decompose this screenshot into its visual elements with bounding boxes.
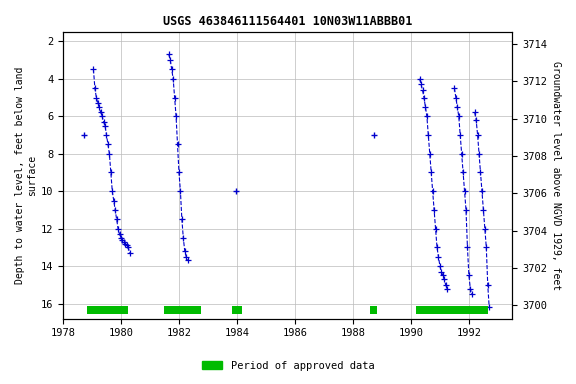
Legend: Period of approved data: Period of approved data	[198, 357, 378, 375]
Bar	[232, 306, 242, 314]
Bar	[416, 306, 488, 314]
Y-axis label: Groundwater level above NGVD 1929, feet: Groundwater level above NGVD 1929, feet	[551, 61, 561, 290]
Y-axis label: Depth to water level, feet below land
surface: Depth to water level, feet below land su…	[15, 66, 37, 284]
Bar	[165, 306, 200, 314]
Title: USGS 463846111564401 10N03W11ABBB01: USGS 463846111564401 10N03W11ABBB01	[163, 15, 412, 28]
Bar	[87, 306, 128, 314]
Bar	[370, 306, 377, 314]
